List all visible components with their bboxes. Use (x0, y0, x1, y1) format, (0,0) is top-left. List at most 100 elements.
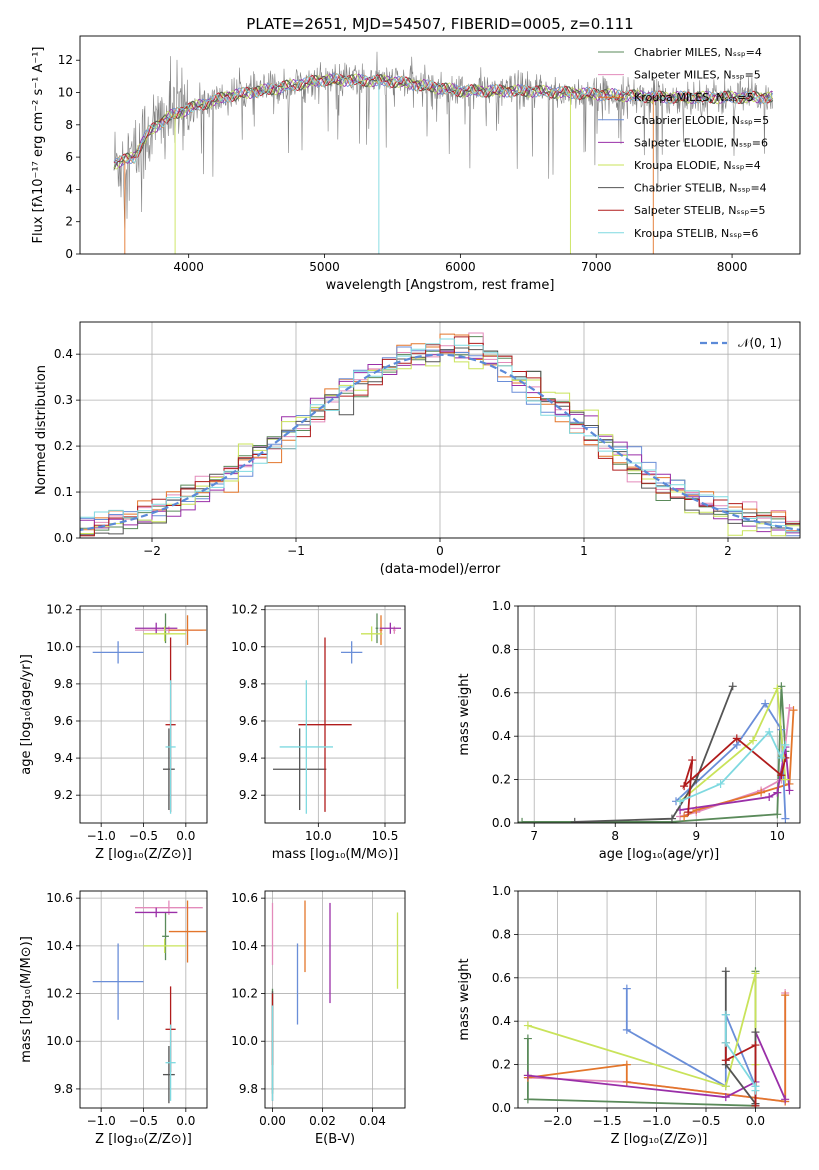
weight_vs_age-marker-chabrier_stelib (570, 817, 579, 823)
residuals-ytick-label: 0.4 (54, 347, 73, 361)
spectrum-legend-label-salpeter_elodie: Salpeter ELODIE, Nₛₛₚ=6 (634, 136, 768, 149)
mass_vs_Z-ytick-label: 9.8 (54, 1082, 73, 1096)
weight_vs_age-marker-salpeter_stelib (684, 808, 693, 817)
mass_vs_Z-ytick-label: 10.2 (46, 987, 73, 1001)
weight_vs_Z-xtick-label: 0.0 (746, 1114, 765, 1128)
weight_vs_Z-marker-kroupa_elodie (751, 969, 760, 978)
mass_vs_ebv-plot-area (265, 891, 405, 1108)
age_vs_mass-ytick-label: 9.2 (239, 788, 258, 802)
weight_vs_age-marker-salpeter_miles (785, 703, 794, 712)
residuals-xtick-label: 2 (724, 544, 732, 558)
weight_vs_Z-marker-chabrier_elodie (622, 984, 631, 993)
weight_vs_age-frame (517, 605, 801, 824)
weight_vs_Z-xtick-label: −1.0 (642, 1114, 671, 1128)
weight_vs_Z-panel: −2.0 −1.5 −1.0 −0.5 0.0 0.0 0.2 0.4 0.6 0.8 1.0 Z [… (457, 884, 801, 1147)
weight_vs_age-line-kroupa_elodie (679, 685, 787, 802)
weight_vs_Z-marker-chabrier_stelib (721, 967, 730, 976)
spectrum-ylabel: Flux [fλ10⁻¹⁷ erg cm⁻² s⁻¹ A⁻¹] (31, 47, 46, 244)
residuals-hist-chabrier_stelib (80, 347, 800, 536)
residuals-xtick-label: −2 (143, 544, 161, 558)
weight_vs_age-ytick-label: 0.6 (492, 686, 511, 700)
weight_vs_Z-xtick-label: −0.5 (691, 1114, 720, 1128)
mass_vs_Z-panel: −1.0 −0.5 0.0 9.8 10.0 10.2 10.4 10.6 Z [log₁₀(Z… (19, 890, 208, 1147)
residuals-ylabel: Normed distribution (34, 365, 49, 495)
weight_vs_age-ytick-label: 0.0 (492, 816, 511, 830)
spectrum-ytick-label: 10 (58, 86, 73, 100)
residuals-hist-salpeter_stelib (80, 336, 800, 537)
mass_vs_ebv-ytick-label: 10.6 (231, 891, 258, 905)
weight_vs_Z-xtick-label: −2.0 (543, 1114, 572, 1128)
weight_vs_Z-marker-chabrier_elodie (622, 1025, 631, 1034)
weight_vs_age-ytick-label: 0.2 (492, 773, 511, 787)
mass_vs_ebv-xtick-label: 0.04 (359, 1114, 386, 1128)
weight_vs_age-marker-salpeter_elodie (785, 786, 794, 795)
weight_vs_Z-ytick-label: 0.8 (492, 927, 511, 941)
spectrum-ytick-label: 8 (65, 118, 73, 132)
spectrum-ytick-label: 4 (65, 182, 73, 196)
weight_vs_age-plot-area (518, 606, 800, 823)
weight_vs_Z-marker-salpeter_elodie (781, 1095, 790, 1104)
weight_vs_age-ylabel: mass weight (457, 673, 472, 755)
weight_vs_age-marker-chabrier_elodie (781, 814, 790, 823)
weight_vs_age-marker-kroupa_elodie (773, 684, 782, 693)
residuals-plot-area (80, 322, 800, 538)
spectrum-xlabel: wavelength [Angstrom, rest frame] (326, 278, 555, 293)
weight_vs_Z-plot-area (518, 891, 800, 1108)
spectrum-plot-area (113, 51, 774, 254)
weight_vs_Z-marker-kroupa_stelib (721, 1010, 730, 1019)
age_vs_mass-ytick-label: 10.2 (231, 603, 258, 617)
residuals-ytick-label: 0.2 (54, 439, 73, 453)
weight_vs_Z-ytick-label: 0.6 (492, 971, 511, 985)
weight_vs_Z-frame (517, 890, 801, 1109)
spectrum-legend-label-chabrier_stelib: Chabrier STELIB, Nₛₛₚ=4 (634, 182, 767, 195)
weight_vs_age-xlabel: age [log₁₀(age/yr)] (599, 847, 720, 862)
weight_vs_age-marker-kroupa_stelib (777, 753, 786, 762)
weight_vs_Z-line-salpeter_stelib (724, 1042, 757, 1106)
weight_vs_age-panel: 7 8 9 10 0.0 0.2 0.4 0.6 0.8 1.0 age [log₁₀(age/yr… (457, 599, 801, 862)
weight_vs_Z-ytick-label: 0.0 (492, 1101, 511, 1115)
weight_vs_age-marker-kroupa_stelib (676, 797, 685, 806)
weight_vs_age-line-chabrier_miles (522, 686, 787, 823)
spectrum-legend-label-chabrier_elodie: Chabrier ELODIE, Nₛₛₚ=5 (634, 114, 769, 127)
mass_vs_ebv-xlabel: E(B-V) (315, 1132, 355, 1147)
weight_vs_age-xtick-label: 7 (530, 829, 538, 843)
residuals-ytick-label: 0.1 (54, 485, 73, 499)
spectrum-legend-label-kroupa_elodie: Kroupa ELODIE, Nₛₛₚ=4 (634, 159, 761, 172)
spectrum-model-chabrier_elodie (113, 73, 774, 166)
age_vs_mass-xlabel: mass [log₁₀(M/M⊙)] (272, 847, 399, 862)
mass_vs_ebv-ytick-label: 10.0 (231, 1034, 258, 1048)
weight_vs_Z-marker-salpeter_stelib (751, 1101, 760, 1108)
weight_vs_age-marker-kroupa_elodie (781, 775, 790, 784)
weight_vs_age-marker-salpeter_elodie (765, 792, 774, 801)
age_vs_Z-ytick-label: 9.2 (54, 788, 73, 802)
weight_vs_age-marker-salpeter_stelib (777, 771, 786, 780)
residuals-hist-kroupa_stelib (80, 338, 800, 535)
mass_vs_Z-xtick-label: −1.0 (87, 1114, 116, 1128)
age_vs_Z-panel: −1.0 −0.5 0.0 9.2 9.4 9.6 9.8 10.0 10.2 Z [log₁₀(… (19, 603, 208, 862)
weight_vs_age-marker-kroupa_stelib (765, 727, 774, 736)
age_vs_Z-xtick-label: 0.0 (176, 829, 195, 843)
weight_vs_Z-marker-kroupa_miles (622, 1077, 631, 1086)
mass_vs_Z-ylabel: mass [log₁₀(M/M⊙)] (19, 936, 34, 1063)
age_vs_Z-ylabel: age [log₁₀(age/yr)] (19, 654, 34, 775)
weight_vs_age-marker-chabrier_stelib (728, 682, 737, 691)
age_vs_Z-ytick-label: 10.0 (46, 640, 73, 654)
weight_vs_Z-marker-kroupa_elodie (721, 1082, 730, 1091)
spectrum-legend-label-chabrier_miles: Chabrier MILES, Nₛₛₚ=4 (634, 46, 762, 59)
weight_vs_age-marker-kroupa_miles (757, 788, 766, 797)
spectrum-xtick-label: 6000 (445, 260, 476, 274)
weight_vs_Z-marker-kroupa_miles (781, 991, 790, 1000)
spectrum-frame (79, 35, 801, 255)
weight_vs_Z-marker-kroupa_stelib (721, 1038, 730, 1047)
age_vs_Z-ytick-label: 9.8 (54, 677, 73, 691)
age_vs_Z-ytick-label: 9.6 (54, 714, 73, 728)
spectrum-xtick-label: 7000 (581, 260, 612, 274)
spectrum-model-kroupa_elodie (113, 73, 774, 170)
weight_vs_age-ytick-label: 1.0 (492, 599, 511, 613)
weight_vs_Z-marker-salpeter_stelib (751, 1041, 760, 1050)
age_vs_Z-frame (79, 605, 208, 824)
spectrum-xtick-label: 8000 (717, 260, 748, 274)
spectrum-ytick-label: 0 (65, 247, 73, 261)
mass_vs_Z-ytick-label: 10.4 (46, 939, 73, 953)
